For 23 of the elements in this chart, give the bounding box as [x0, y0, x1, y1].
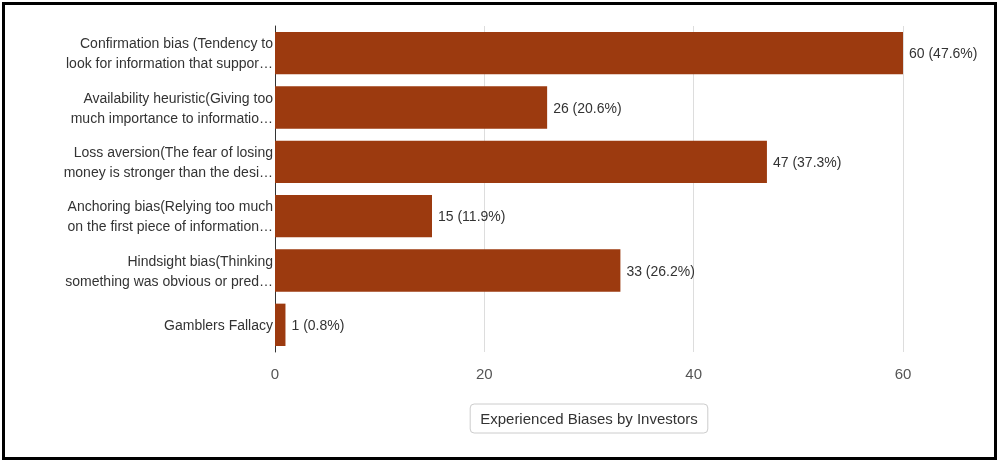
data-label: 47 (37.3%): [772, 153, 842, 170]
x-axis-title: Experienced Biases by Investors: [480, 410, 698, 427]
bar: [275, 31, 903, 75]
y-tick-label: Confirmation bias (Tendency to look for information that suppor…: [66, 35, 274, 72]
data-label: 33 (26.2%): [626, 262, 695, 279]
y-tick-label: Gamblers Fallacy: [164, 316, 273, 333]
x-tick-label: 60: [894, 365, 912, 382]
bar: [275, 194, 432, 238]
data-label: 26 (20.6%): [553, 99, 622, 116]
data-label: 15 (11.9%): [438, 208, 506, 225]
x-tick-label: 40: [685, 365, 703, 382]
bar: [275, 140, 767, 184]
x-tick-label: 0: [270, 365, 280, 382]
bar: [275, 86, 548, 129]
data-label: 1 (0.8%): [291, 316, 345, 333]
bar: [275, 303, 286, 347]
y-tick-label: Availability heuristic(Giving too much importance to informatio…: [70, 89, 274, 126]
y-tick-label: Loss aversion(The fear of losing money is stronger than the desi…: [63, 143, 273, 180]
bar: [275, 249, 621, 292]
y-tick-label: Anchoring bias(Relying too much on the first piece of information…: [67, 198, 273, 235]
x-tick-label: 20: [475, 365, 493, 382]
y-tick-label: Hindsight bias(Thinking something was obvious or pred…: [65, 252, 273, 289]
data-label: 60 (47.6%): [909, 45, 978, 62]
